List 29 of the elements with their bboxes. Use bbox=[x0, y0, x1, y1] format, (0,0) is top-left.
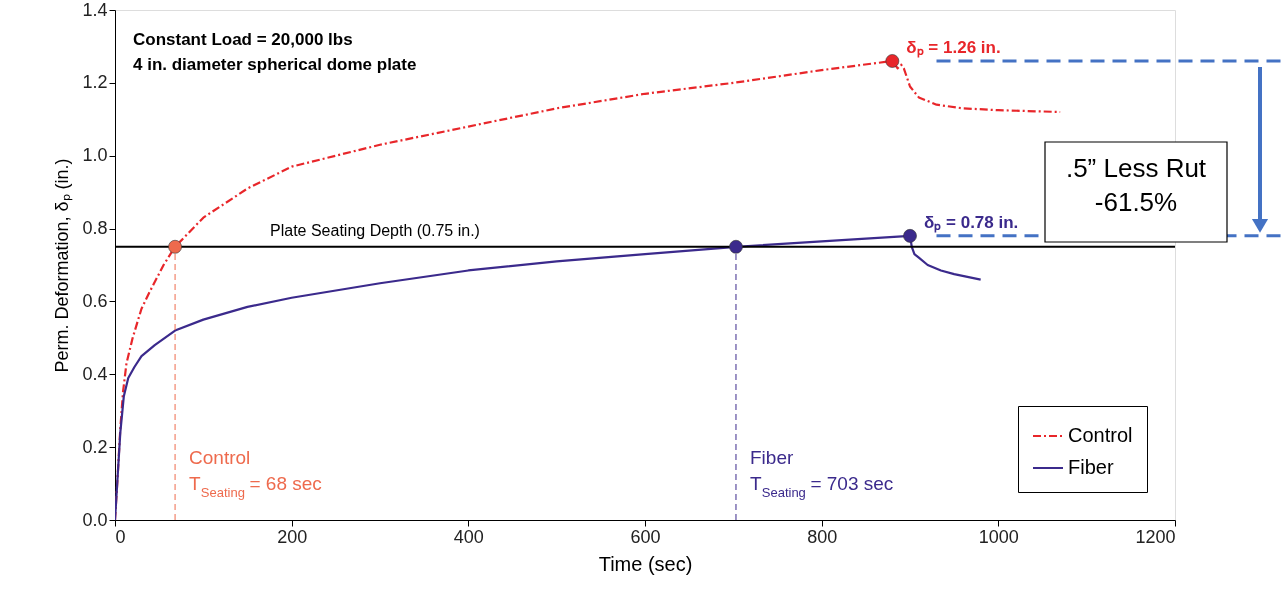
annotation: 4 in. diameter spherical dome plate bbox=[133, 55, 417, 74]
point bbox=[168, 239, 182, 254]
x-tick-label: 0 bbox=[115, 526, 126, 547]
point bbox=[903, 229, 917, 243]
y-tick-label: 1.0 bbox=[82, 145, 108, 166]
y-tick-label: 0.2 bbox=[82, 436, 108, 457]
x-tick-label: 200 bbox=[277, 526, 308, 547]
y-tick-label: 1.4 bbox=[82, 0, 108, 20]
annotation: δₚ = 1.26 in. bbox=[906, 38, 1001, 58]
y-tick-label: 0.8 bbox=[82, 218, 108, 239]
annotation: δₚ = 0.78 in. bbox=[924, 212, 1019, 233]
y-tick-label: 0.6 bbox=[82, 290, 108, 311]
legend-label: Fiber bbox=[1068, 456, 1114, 478]
x-axis-title: Time (sec) bbox=[598, 552, 693, 575]
point bbox=[885, 54, 900, 68]
x-tick-label: 1000 bbox=[978, 526, 1019, 547]
x-tick-label: 600 bbox=[630, 526, 661, 547]
y-tick-label: 1.2 bbox=[82, 72, 108, 93]
legend-label: Control bbox=[1068, 424, 1133, 446]
annotation: Constant Load = 20,000 lbs bbox=[133, 30, 353, 49]
point bbox=[729, 239, 743, 254]
x-tick-label: 1200 bbox=[1135, 526, 1176, 547]
annotation: .5” Less Rut -61.5% bbox=[1065, 153, 1207, 217]
y-tick-label: 0.4 bbox=[82, 363, 108, 384]
y-tick-label: 0.0 bbox=[82, 509, 108, 530]
y-axis-title: Perm. Deformation, δₚ (in.) bbox=[52, 158, 74, 373]
ref-line-label: Plate Seating Depth (0.75 in.) bbox=[270, 221, 480, 239]
x-tick-label: 800 bbox=[807, 526, 838, 547]
x-tick-label: 400 bbox=[453, 526, 484, 547]
